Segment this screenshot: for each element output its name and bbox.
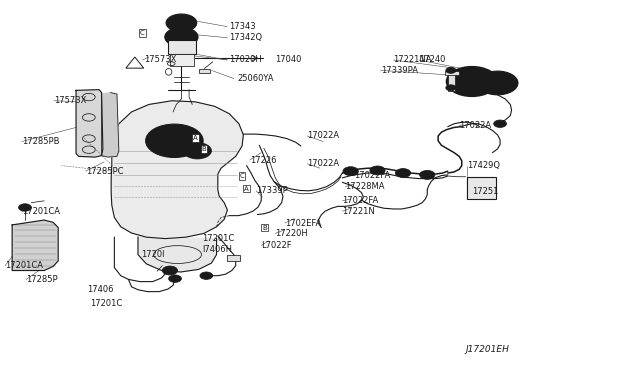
Text: B: B bbox=[202, 146, 206, 152]
Text: 17221N: 17221N bbox=[342, 207, 375, 216]
Text: 17221NA: 17221NA bbox=[394, 55, 432, 64]
Text: 17285P: 17285P bbox=[26, 275, 58, 284]
Circle shape bbox=[167, 137, 182, 145]
Circle shape bbox=[420, 170, 435, 179]
Circle shape bbox=[183, 142, 211, 159]
Bar bbox=[448, 72, 456, 92]
Text: 17285PB: 17285PB bbox=[22, 137, 60, 146]
Text: 17573X: 17573X bbox=[54, 96, 86, 105]
Text: 17429Q: 17429Q bbox=[467, 161, 500, 170]
Bar bbox=[467, 177, 495, 199]
Circle shape bbox=[446, 85, 456, 91]
Polygon shape bbox=[12, 220, 58, 270]
Text: 17040: 17040 bbox=[275, 55, 301, 64]
Text: C: C bbox=[240, 173, 244, 179]
Text: 17022FA: 17022FA bbox=[342, 196, 379, 205]
Circle shape bbox=[146, 124, 203, 157]
Polygon shape bbox=[76, 90, 103, 157]
Circle shape bbox=[396, 169, 411, 177]
Text: L7022F: L7022F bbox=[261, 241, 292, 250]
Circle shape bbox=[466, 78, 478, 85]
Bar bbox=[198, 68, 210, 73]
Polygon shape bbox=[138, 237, 216, 272]
Circle shape bbox=[477, 71, 518, 95]
Circle shape bbox=[370, 166, 385, 175]
Text: B: B bbox=[262, 225, 267, 231]
Text: A: A bbox=[193, 135, 198, 141]
Text: 1702EFA: 1702EFA bbox=[285, 219, 321, 228]
Text: 17573X: 17573X bbox=[145, 55, 177, 64]
Text: 17022A: 17022A bbox=[460, 121, 492, 130]
Text: 17339P: 17339P bbox=[256, 186, 288, 195]
Text: 17339PA: 17339PA bbox=[381, 66, 418, 75]
Text: 17240: 17240 bbox=[419, 55, 445, 64]
Text: 17201C: 17201C bbox=[202, 234, 234, 243]
Polygon shape bbox=[111, 101, 243, 238]
Text: 17220H: 17220H bbox=[275, 229, 308, 238]
Bar bbox=[227, 255, 240, 261]
Circle shape bbox=[19, 204, 31, 211]
Text: 17022A: 17022A bbox=[307, 131, 339, 141]
Text: J17201EH: J17201EH bbox=[466, 344, 509, 353]
Circle shape bbox=[165, 28, 198, 46]
Circle shape bbox=[484, 76, 510, 90]
Text: 1720l: 1720l bbox=[141, 250, 164, 259]
Text: A: A bbox=[244, 186, 249, 192]
Text: 17022FA: 17022FA bbox=[354, 171, 390, 180]
Circle shape bbox=[493, 120, 506, 128]
Circle shape bbox=[446, 67, 456, 73]
Text: 17285PC: 17285PC bbox=[86, 167, 123, 176]
Circle shape bbox=[447, 67, 497, 96]
Text: 17406: 17406 bbox=[87, 285, 113, 294]
Text: 17201CA: 17201CA bbox=[5, 261, 43, 270]
Text: l7406H: l7406H bbox=[202, 244, 232, 253]
Bar bbox=[445, 71, 459, 75]
Text: 25060YA: 25060YA bbox=[237, 74, 273, 83]
Bar bbox=[170, 54, 194, 65]
Text: 17343: 17343 bbox=[229, 22, 256, 31]
Text: 17022A: 17022A bbox=[307, 159, 339, 168]
Polygon shape bbox=[102, 93, 119, 157]
Circle shape bbox=[163, 266, 177, 275]
Bar bbox=[168, 39, 196, 54]
Text: C: C bbox=[140, 30, 145, 36]
Text: 17228MA: 17228MA bbox=[346, 182, 385, 191]
Circle shape bbox=[343, 167, 358, 176]
Text: 17251: 17251 bbox=[472, 187, 499, 196]
Circle shape bbox=[169, 275, 181, 282]
Text: 17226: 17226 bbox=[250, 155, 276, 164]
Circle shape bbox=[200, 272, 212, 279]
Text: 17020H: 17020H bbox=[229, 55, 262, 64]
Text: 17201CA: 17201CA bbox=[22, 208, 60, 217]
Text: 17201C: 17201C bbox=[90, 299, 122, 308]
Circle shape bbox=[166, 14, 196, 32]
Text: 17342Q: 17342Q bbox=[229, 33, 262, 42]
Circle shape bbox=[456, 72, 488, 91]
